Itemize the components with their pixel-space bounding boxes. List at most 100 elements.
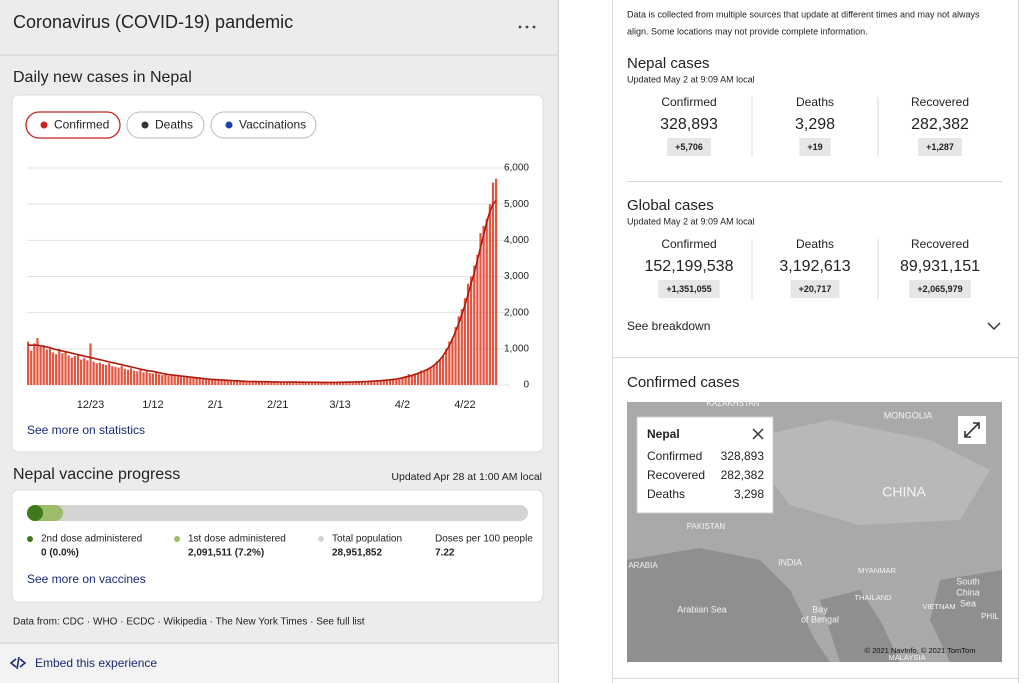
tab-label[interactable]: Vaccinations xyxy=(239,118,306,132)
bar xyxy=(248,381,251,385)
menu-dot[interactable] xyxy=(518,25,522,29)
bar xyxy=(429,366,432,385)
map-label: Sea xyxy=(960,598,976,608)
bar xyxy=(167,375,170,385)
bar xyxy=(142,372,145,385)
sources[interactable]: Data from: CDC · WHO · ECDC · Wikipedia … xyxy=(13,617,365,628)
bar xyxy=(64,352,67,385)
bar xyxy=(89,343,92,385)
bar xyxy=(48,348,52,385)
bar xyxy=(345,382,348,385)
map-label: CHINA xyxy=(882,484,926,500)
bar xyxy=(410,375,413,385)
bar xyxy=(351,381,354,385)
bar xyxy=(232,380,236,385)
x-tick-label: 12/23 xyxy=(77,399,105,411)
bar xyxy=(33,343,36,385)
tab[interactable] xyxy=(210,111,317,139)
tab-label[interactable]: Deaths xyxy=(155,118,193,132)
bar xyxy=(329,382,332,385)
vaccine-label: Doses per 100 people xyxy=(435,534,533,545)
chevron[interactable] xyxy=(987,322,1001,331)
bar xyxy=(161,374,164,385)
change-badge xyxy=(667,138,711,156)
embed-icon[interactable] xyxy=(9,656,27,670)
bar xyxy=(95,363,98,385)
bar xyxy=(379,380,382,385)
section-updated: Updated May 2 at 9:09 AM local xyxy=(627,216,755,226)
map-label: South xyxy=(956,576,980,586)
bar xyxy=(388,379,392,385)
stats-link[interactable]: See more on statistics xyxy=(27,423,145,437)
bar xyxy=(417,372,420,385)
section-title: Global cases xyxy=(627,197,714,214)
bar xyxy=(373,380,376,385)
breakdown-link[interactable]: See breakdown xyxy=(627,319,710,333)
y-tick-label: 1,000 xyxy=(504,343,529,354)
x-tick-label: 2/1 xyxy=(208,399,223,411)
bar xyxy=(310,382,314,385)
popup-close[interactable] xyxy=(752,428,764,440)
tab[interactable] xyxy=(25,111,121,139)
vaccine-label: 2nd dose administered xyxy=(41,534,142,545)
bar xyxy=(239,381,242,385)
bar xyxy=(473,265,476,385)
stat-change: +2,065,979 xyxy=(917,284,962,294)
map-label: VIETNAM xyxy=(922,602,955,611)
bar xyxy=(279,382,282,385)
stat-change: +19 xyxy=(807,142,822,152)
bar xyxy=(76,354,80,385)
stat-value: 328,893 xyxy=(660,116,718,133)
stat-label: Confirmed xyxy=(661,95,716,109)
bar xyxy=(326,382,329,385)
bar xyxy=(80,359,83,385)
vaccine-value: 0 (0.0%) xyxy=(41,548,79,559)
bar xyxy=(401,377,404,385)
bar xyxy=(73,356,76,385)
bar xyxy=(151,373,154,385)
bar xyxy=(158,374,161,385)
bar xyxy=(55,354,58,385)
bar xyxy=(407,374,410,385)
x-tick-label: 4/22 xyxy=(454,399,475,411)
vaccine-title: Nepal vaccine progress xyxy=(13,466,180,483)
bar xyxy=(476,254,479,385)
menu-dot[interactable] xyxy=(525,25,529,29)
bar xyxy=(51,352,55,385)
menu-dot[interactable] xyxy=(532,25,536,29)
bar xyxy=(420,370,423,385)
bar xyxy=(148,373,151,385)
disclaimer: align. Some locations may not provide co… xyxy=(627,26,868,36)
bar xyxy=(270,382,273,385)
bar xyxy=(108,363,111,385)
bar xyxy=(298,382,301,385)
y-tick-label: 6,000 xyxy=(504,163,529,174)
vaccine-updated: Updated Apr 28 at 1:00 AM local xyxy=(391,471,542,483)
map-label: THAILAND xyxy=(854,593,892,602)
bar xyxy=(58,348,61,385)
bar xyxy=(36,337,39,385)
bar xyxy=(204,378,208,385)
bar xyxy=(267,381,270,385)
x-tick-label: 3/13 xyxy=(329,399,350,411)
stat-change: +1,287 xyxy=(926,142,954,152)
map-title: Confirmed cases xyxy=(627,374,740,391)
tab-label[interactable]: Confirmed xyxy=(54,118,109,132)
y-tick-label: 3,000 xyxy=(504,271,529,282)
expand-icon xyxy=(964,422,980,438)
bar xyxy=(320,382,323,385)
bar xyxy=(139,369,142,385)
bar xyxy=(332,382,335,385)
tab[interactable] xyxy=(126,111,205,139)
bar xyxy=(236,381,239,385)
map-land xyxy=(740,420,990,525)
vaccine-link[interactable]: See more on vaccines xyxy=(27,572,146,586)
map-label: © 2021 NavInfo, © 2021 TomTom xyxy=(865,646,976,655)
stat-label: Confirmed xyxy=(661,237,716,251)
bar xyxy=(448,341,451,385)
bar xyxy=(189,377,192,385)
map-sea xyxy=(820,590,900,662)
disclaimer: Data is collected from multiple sources … xyxy=(627,9,980,19)
bar xyxy=(201,377,204,385)
embed-link[interactable]: Embed this experience xyxy=(35,656,157,670)
